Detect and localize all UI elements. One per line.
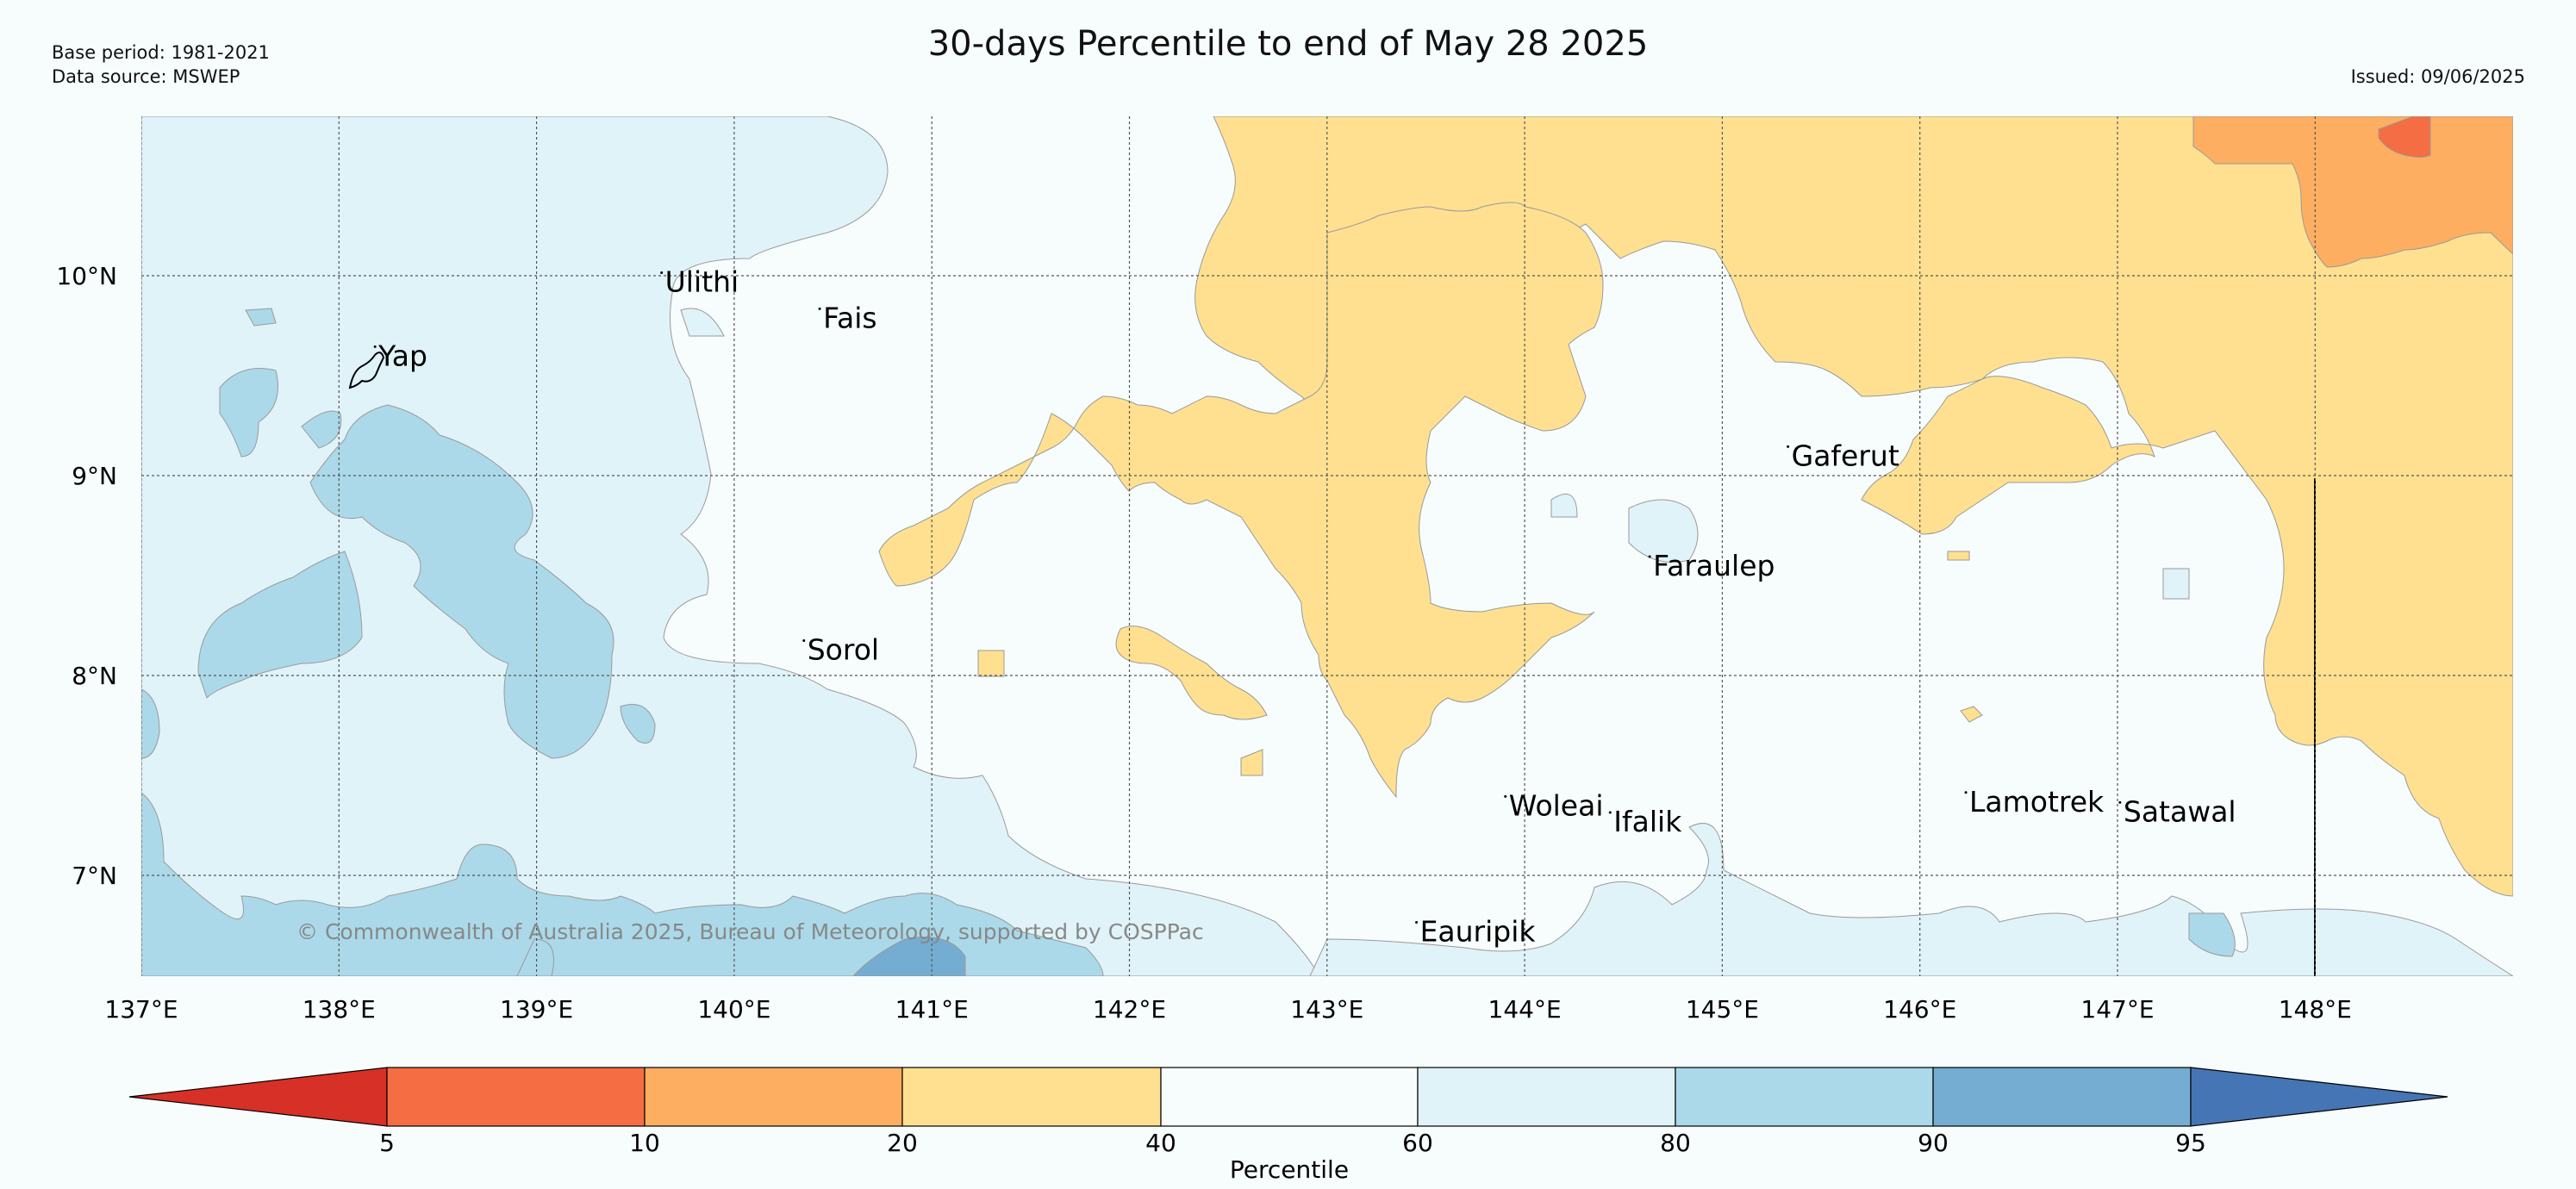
region-80-90-patch <box>2188 912 2236 957</box>
place-marker <box>1504 794 1507 798</box>
longitude-tick-label: 137°E <box>104 995 178 1024</box>
longitude-tick-label: 147°E <box>2080 995 2154 1024</box>
region-60-80-patch <box>2162 568 2190 600</box>
region-80-90-patch <box>141 688 160 759</box>
place-marker <box>802 638 806 642</box>
colorbar-segment <box>1160 1067 1419 1127</box>
place-label-yap: Yap <box>377 339 427 372</box>
latitude-tick-label: 8°N <box>72 662 117 690</box>
base-period-text: Base period: 1981-2021 <box>52 42 270 63</box>
region-20-40-patch <box>1115 626 1268 720</box>
graticule <box>141 116 2513 976</box>
region-80-90-west-patch <box>197 551 363 699</box>
region-90-95 <box>852 937 966 976</box>
latitude-tick-label: 10°N <box>56 262 117 290</box>
region-60-80-patch <box>1628 499 1699 563</box>
region-60-80-patch <box>1550 493 1578 518</box>
place-marker <box>1608 811 1612 814</box>
longitude-tick-label: 148°E <box>2279 995 2352 1024</box>
longitude-tick-label: 143°E <box>1290 995 1363 1024</box>
region-80-90-patch <box>219 368 278 458</box>
region-80-90-south <box>141 792 1104 976</box>
place-marker <box>1787 445 1790 448</box>
place-label-sorol: Sorol <box>808 632 879 666</box>
longitude-tick-label: 146°E <box>1883 995 1956 1024</box>
place-label-lamotrek: Lamotrek <box>1969 785 2105 819</box>
latitude-tick-label: 9°N <box>72 462 117 490</box>
place-labels: Yap Ulithi Fais Gaferut Faraulep Sorol Woleai I… <box>373 265 2236 949</box>
place-label-satawal: Satawal <box>2124 794 2236 828</box>
place-label-gaferut: Gaferut <box>1792 439 1899 472</box>
latitude-tick-labels: 10°N 9°N 8°N 7°N <box>56 262 117 890</box>
yap-island-outline <box>348 352 385 389</box>
colorbar-tick-label: 20 <box>887 1129 918 1157</box>
place-label-woleai: Woleai <box>1509 788 1604 822</box>
region-60-80-patch <box>680 308 725 337</box>
copyright-text: © Commonwealth of Australia 2025, Bureau… <box>296 919 1204 944</box>
colorbar-segment <box>644 1067 903 1127</box>
colorbar-tick-label: 95 <box>2175 1129 2206 1157</box>
region-5-10 <box>2378 116 2431 158</box>
region-80-90-patch <box>516 938 554 976</box>
colorbar-tick-label: 5 <box>379 1129 395 1157</box>
longitude-tick-label: 145°E <box>1686 995 1759 1024</box>
data-source-text: Data source: MSWEP <box>52 66 240 87</box>
colorbar-tick-label: 40 <box>1145 1129 1176 1157</box>
place-label-faraulep: Faraulep <box>1653 549 1775 582</box>
longitude-tick-label: 144°E <box>1488 995 1562 1024</box>
region-10-20 <box>2192 116 2513 268</box>
region-20-40-patch <box>1947 551 1970 561</box>
region-20-40-central <box>878 202 1604 799</box>
region-20-40-patch <box>1960 706 1983 723</box>
longitude-tick-label: 141°E <box>895 995 969 1024</box>
longitude-tick-label: 138°E <box>303 995 376 1024</box>
place-label-ifalik: Ifalik <box>1613 805 1682 838</box>
region-80-90-patch <box>301 410 342 449</box>
colorbar-tick-label: 60 <box>1402 1129 1433 1157</box>
place-marker <box>818 307 821 310</box>
region-80-90-patch <box>620 704 656 744</box>
place-label-eauripik: Eauripik <box>1420 915 1537 949</box>
colorbar-extend-high <box>2190 1067 2448 1127</box>
place-marker <box>660 271 664 275</box>
place-marker <box>373 345 377 348</box>
longitude-tick-label: 139°E <box>500 995 573 1024</box>
colorbar-tick-label: 10 <box>629 1129 660 1157</box>
issued-date-text: Issued: 09/06/2025 <box>2350 66 2525 87</box>
longitude-tick-label: 140°E <box>697 995 770 1024</box>
colorbar-tick-label: 90 <box>1918 1129 1949 1157</box>
percentile-colorbar: 5 10 20 40 60 80 90 95 <box>128 1067 2448 1157</box>
colorbar-segment <box>1675 1067 1934 1127</box>
colorbar-segment <box>1417 1067 1676 1127</box>
longitude-tick-label: 142°E <box>1093 995 1166 1024</box>
colorbar-segment <box>901 1067 1162 1127</box>
map-area: Yap Ulithi Fais Gaferut Faraulep Sorol Woleai I… <box>141 116 2513 976</box>
place-marker <box>1648 555 1651 558</box>
place-marker <box>1415 921 1419 924</box>
longitude-tick-labels: 137°E 138°E 139°E 140°E 141°E 142°E 143°E 144°E… <box>104 995 2351 1024</box>
colorbar-tick-label: 80 <box>1660 1129 1691 1157</box>
place-marker <box>1964 791 1968 794</box>
place-marker <box>2118 800 2122 804</box>
region-60-80-west <box>141 116 1319 976</box>
region-20-40-patch <box>977 650 1005 677</box>
region-80-90-yap <box>309 404 614 759</box>
place-label-fais: Fais <box>823 301 877 334</box>
region-80-90-patch <box>245 308 277 327</box>
colorbar-extend-low <box>128 1067 388 1127</box>
colorbar-segment <box>1932 1067 2192 1127</box>
map-title: 30-days Percentile to end of May 28 2025 <box>927 24 1649 64</box>
latitude-tick-label: 7°N <box>72 862 117 890</box>
place-label-ulithi: Ulithi <box>665 265 739 299</box>
region-20-40-patch <box>1240 749 1263 776</box>
colorbar-label: Percentile <box>1230 1155 1349 1184</box>
colorbar-segment <box>386 1067 646 1127</box>
